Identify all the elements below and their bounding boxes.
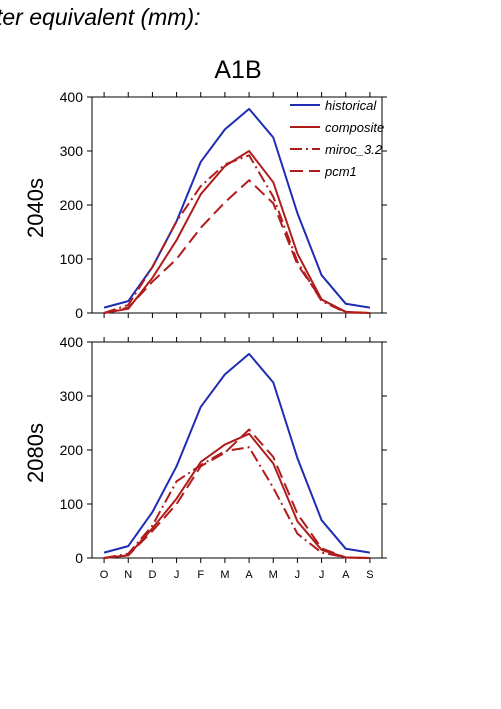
header-text: ter equivalent (mm): [0, 4, 201, 30]
series-line-miroc-3-2 [103, 154, 370, 314]
x-tick-label: N [124, 569, 132, 581]
series-line-composite [103, 432, 370, 559]
y-tick-label: 200 [60, 442, 84, 458]
x-tick-label: A [245, 569, 253, 581]
legend-label: composite [325, 120, 384, 135]
series-line-pcm1 [103, 179, 370, 314]
y-tick-label: 300 [60, 388, 84, 404]
x-tick-label: J [319, 569, 325, 581]
panel-label-2040s: 2040s [23, 178, 48, 238]
legend-label: historical [325, 98, 377, 113]
panel-2080s: 0 100 200 300 400 O N D J F M A M J J A S [60, 334, 387, 581]
x-tick-label: F [197, 569, 204, 581]
x-tick-label: D [148, 569, 156, 581]
series-line-historical [103, 107, 371, 309]
y-tick-label: 400 [60, 89, 84, 105]
x-tick-label: S [366, 569, 373, 581]
scenario-title: A1B [214, 56, 262, 84]
series-line-historical [103, 352, 371, 554]
x-tick-label: A [342, 569, 350, 581]
panel-2040s: 0 100 200 300 400 historical composite miroc_3.… [60, 89, 387, 321]
legend-label: pcm1 [324, 164, 357, 179]
series-line-miroc-3-2 [103, 446, 370, 559]
legend: historical composite miroc_3.2 pcm1 [290, 98, 384, 179]
series-line-pcm1 [103, 428, 370, 559]
y-tick-label: 300 [60, 143, 84, 159]
x-tick-label: M [269, 569, 278, 581]
panel-label-2080s: 2080s [23, 423, 48, 483]
legend-label: miroc_3.2 [325, 142, 383, 157]
y-tick-label: 100 [60, 496, 84, 512]
y-tick-label: 100 [60, 251, 84, 267]
x-tick-label: J [295, 569, 301, 581]
y-tick-label: 400 [60, 334, 84, 350]
y-tick-label: 0 [75, 305, 83, 321]
x-tick-label: O [100, 569, 109, 581]
y-tick-label: 0 [75, 550, 83, 566]
y-tick-label: 200 [60, 197, 84, 213]
x-tick-label: J [174, 569, 180, 581]
x-tick-label: M [220, 569, 229, 581]
